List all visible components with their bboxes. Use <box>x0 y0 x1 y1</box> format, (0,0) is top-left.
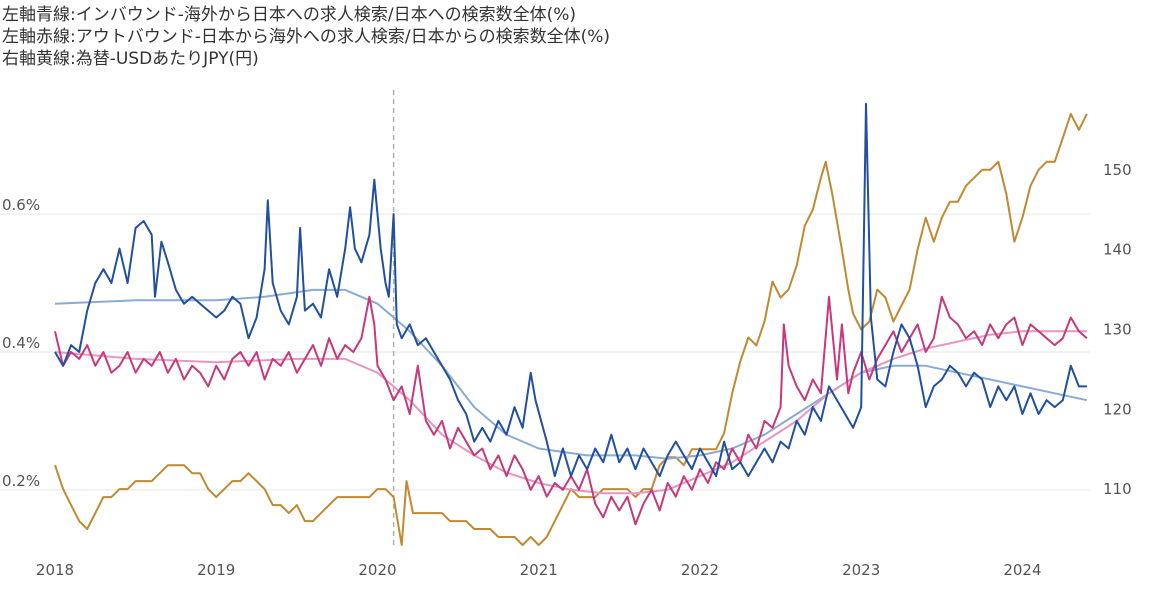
y-left-tick-label: 0.6% <box>2 196 40 214</box>
x-tick-label: 2019 <box>197 561 235 579</box>
x-tick-label: 2020 <box>358 561 396 579</box>
series-line-0 <box>54 102 1087 478</box>
y-right-tick-label: 150 <box>1103 161 1132 179</box>
series-line-3 <box>54 330 1087 495</box>
title-red-series: 左軸赤線:アウトバウンド-日本から海外への求人検索/日本からの検索数全体(%) <box>2 27 611 47</box>
x-tick-label: 2023 <box>842 561 880 579</box>
x-tick-label: 2024 <box>1003 561 1041 579</box>
title-blue-series: 左軸青線:インバウンド-海外から日本への求人検索/日本への検索数全体(%) <box>2 5 577 25</box>
y-left-tick-label: 0.2% <box>2 472 40 490</box>
y-right-tick-label: 140 <box>1103 241 1132 259</box>
y-right-tick-label: 130 <box>1103 320 1132 338</box>
x-tick-label: 2021 <box>520 561 558 579</box>
title-yellow-series: 右軸黄線:為替-USDあたりJPY(円) <box>2 49 259 69</box>
series-line-1 <box>54 288 1088 460</box>
y-left-tick-label: 0.4% <box>2 334 40 352</box>
series-lines <box>54 102 1088 546</box>
series-line-4 <box>54 112 1088 546</box>
y-right-tick-label: 120 <box>1103 400 1132 418</box>
tick-labels: 0.2% 0.4% 0.6% 110 120 130 140 150 2018 2019 2020 2… <box>2 161 1132 579</box>
chart-titles: 左軸青線:インバウンド-海外から日本への求人検索/日本への検索数全体(%) 左軸… <box>2 4 610 70</box>
y-right-tick-label: 110 <box>1103 480 1132 498</box>
x-tick-label: 2018 <box>36 561 74 579</box>
x-tick-label: 2022 <box>681 561 719 579</box>
series-line-2 <box>54 295 1088 526</box>
